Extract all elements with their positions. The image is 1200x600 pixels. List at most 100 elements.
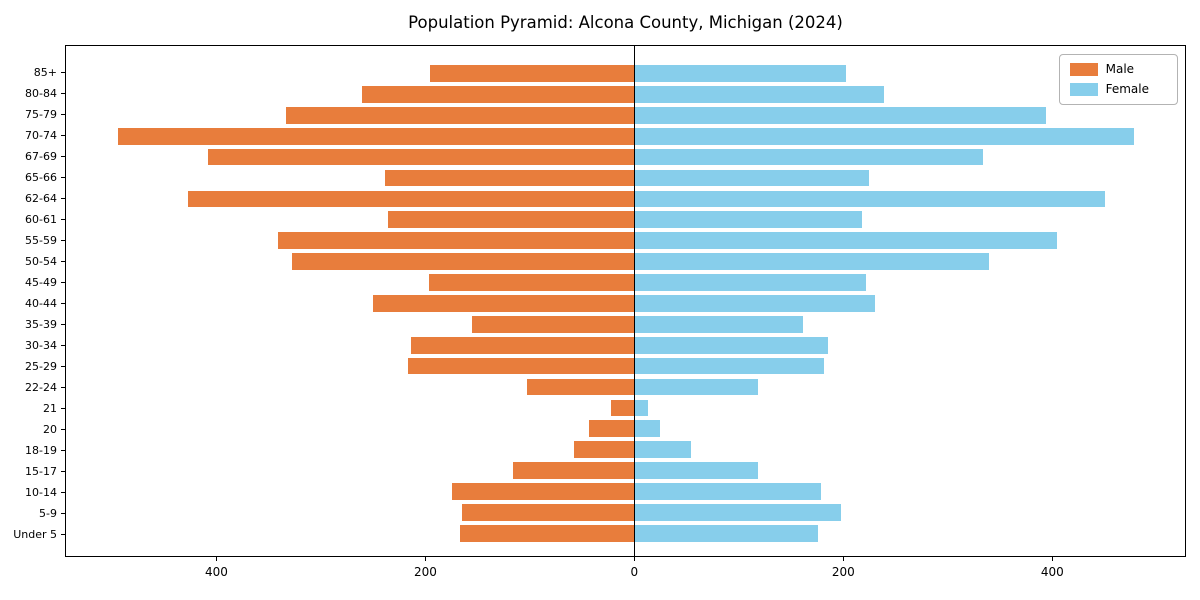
- y-tick-row: 10-14: [0, 482, 65, 503]
- y-tick-row: Under 5: [0, 524, 65, 545]
- y-tick-mark: [61, 114, 65, 115]
- y-tick-row: 67-69: [0, 146, 65, 167]
- male-bar-30-34: [411, 336, 635, 354]
- male-bar-75-79: [286, 106, 635, 124]
- y-tick-label: 85+: [33, 66, 57, 79]
- male-bar-67-69: [207, 148, 635, 166]
- y-tick-mark: [61, 282, 65, 283]
- pyramid-row-60-61: [66, 209, 1185, 230]
- pyramid-row-55-59: [66, 230, 1185, 251]
- female-bar-85+: [634, 65, 847, 82]
- pyramid-row-30-34: [66, 335, 1185, 356]
- y-tick-label: 50-54: [25, 255, 57, 268]
- y-tick-mark: [61, 156, 65, 157]
- y-tick-mark: [61, 198, 65, 199]
- female-bar-60-61: [634, 211, 862, 229]
- y-tick-row: 62-64: [0, 188, 65, 209]
- x-tick-label: 400: [1040, 565, 1064, 579]
- y-tick-mark: [61, 135, 65, 136]
- x-tick-mark: [842, 557, 844, 561]
- pyramid-row-75-79: [66, 105, 1185, 126]
- y-tick-row: 25-29: [0, 356, 65, 377]
- y-tick-row: 18-19: [0, 440, 65, 461]
- pyramid-row-22-24: [66, 377, 1185, 398]
- y-tick-label: 40-44: [25, 297, 57, 310]
- pyramid-row-under-5: [66, 523, 1185, 544]
- male-bar-22-24: [526, 378, 635, 396]
- y-axis-labels: 85+ 80-84 75-79 70-74 67-69 65-66 62-64 60-61 55…: [0, 45, 65, 557]
- female-bar-30-34: [634, 336, 829, 354]
- y-tick-label: Under 5: [13, 528, 57, 541]
- y-tick-label: 80-84: [25, 87, 57, 100]
- y-tick-label: 62-64: [25, 192, 57, 205]
- x-tick-mark: [633, 557, 635, 561]
- y-tick-mark: [61, 93, 65, 94]
- female-color-swatch: [1069, 83, 1098, 96]
- y-tick-row: 50-54: [0, 251, 65, 272]
- x-tick-label: 200: [831, 565, 855, 579]
- male-bar-20: [588, 420, 635, 438]
- y-tick-row: 75-79: [0, 104, 65, 125]
- pyramid-row-5-9: [66, 502, 1185, 523]
- male-bar-40-44: [372, 295, 635, 312]
- male-bar-18-19: [573, 441, 635, 459]
- x-axis: 400 200 0 200 400: [65, 556, 1186, 590]
- pyramid-row-15-17: [66, 460, 1185, 481]
- male-bar-70-74: [118, 127, 635, 145]
- female-bar-67-69: [634, 148, 983, 166]
- pyramid-row-65-66: [66, 168, 1185, 189]
- bar-rows: [66, 46, 1185, 556]
- male-bar-5-9: [462, 504, 635, 521]
- pyramid-row-45-49: [66, 272, 1185, 293]
- legend-label-male: Male: [1105, 62, 1135, 76]
- y-tick-row: 21: [0, 398, 65, 419]
- zero-axis-line: [633, 46, 635, 556]
- x-tick-mark: [215, 557, 217, 561]
- y-tick-row: 70-74: [0, 125, 65, 146]
- pyramid-row-25-29: [66, 356, 1185, 377]
- y-tick-row: 5-9: [0, 503, 65, 524]
- female-bar-22-24: [634, 378, 759, 396]
- male-bar-60-61: [388, 211, 635, 229]
- y-tick-mark: [61, 219, 65, 220]
- female-bar-62-64: [634, 190, 1105, 208]
- pyramid-row-67-69: [66, 147, 1185, 168]
- y-tick-mark: [61, 240, 65, 241]
- x-tick-label: 400: [205, 565, 228, 579]
- legend-item-female: Female: [1069, 82, 1167, 96]
- x-tick-mark: [424, 557, 426, 561]
- male-bar-10-14: [451, 483, 635, 500]
- male-color-swatch: [1069, 63, 1098, 76]
- y-tick-label: 55-59: [25, 234, 57, 247]
- pyramid-row-18-19: [66, 439, 1185, 460]
- male-bar-50-54: [292, 253, 635, 270]
- pyramid-row-10-14: [66, 481, 1185, 502]
- y-tick-mark: [61, 303, 65, 304]
- legend-label-female: Female: [1105, 82, 1149, 96]
- female-bar-75-79: [634, 106, 1047, 124]
- y-tick-label: 22-24: [25, 381, 57, 394]
- y-tick-label: 60-61: [25, 213, 57, 226]
- male-bar-15-17: [513, 462, 635, 480]
- female-bar-45-49: [634, 274, 866, 291]
- female-bar-10-14: [634, 483, 822, 500]
- female-bar-under-5: [634, 525, 818, 542]
- y-tick-mark: [61, 450, 65, 451]
- y-tick-mark: [61, 177, 65, 178]
- y-tick-label: 70-74: [25, 129, 57, 142]
- male-bar-25-29: [408, 357, 635, 375]
- y-tick-label: 65-66: [25, 171, 57, 184]
- female-bar-55-59: [634, 232, 1057, 250]
- male-bar-under-5: [460, 525, 635, 542]
- y-tick-row: 60-61: [0, 209, 65, 230]
- y-tick-mark: [61, 261, 65, 262]
- female-bar-18-19: [634, 441, 691, 459]
- y-tick-mark: [61, 471, 65, 472]
- male-bar-21: [611, 399, 635, 417]
- y-tick-label: 45-49: [25, 276, 57, 289]
- chart-title: Population Pyramid: Alcona County, Michi…: [408, 13, 843, 32]
- x-tick-label: 200: [413, 565, 437, 579]
- female-bar-15-17: [634, 462, 759, 480]
- y-tick-label: 25-29: [25, 360, 57, 373]
- female-bar-35-39: [634, 315, 804, 333]
